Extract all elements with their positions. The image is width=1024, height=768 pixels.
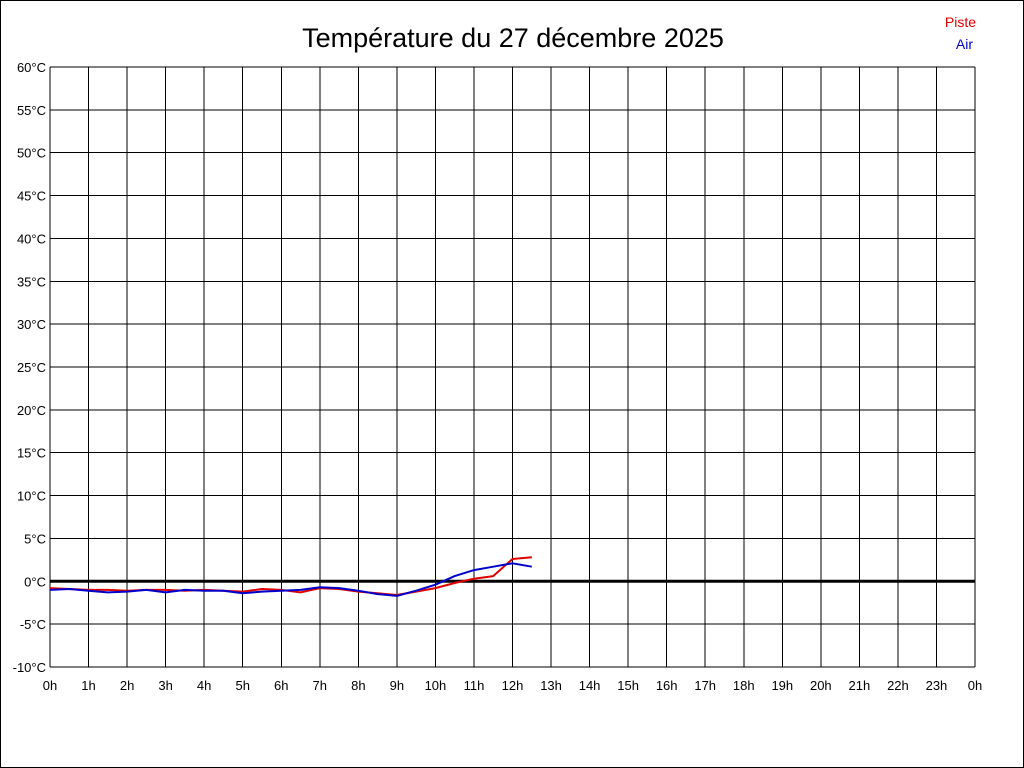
y-tick-label: 0°C bbox=[24, 574, 46, 589]
x-tick-label: 7h bbox=[313, 678, 327, 693]
y-tick-label: 5°C bbox=[24, 531, 46, 546]
y-tick-label: 50°C bbox=[17, 146, 46, 161]
x-tick-label: 5h bbox=[235, 678, 249, 693]
x-tick-label: 12h bbox=[502, 678, 524, 693]
y-tick-label: 35°C bbox=[17, 274, 46, 289]
series-lines bbox=[49, 556, 532, 597]
y-axis-tick-labels: 60°C 55°C 50°C 45°C 40°C 35°C 30°C 25°C 20°C 15°C… bbox=[13, 60, 46, 675]
y-tick-label: 40°C bbox=[17, 231, 46, 246]
x-tick-label: 3h bbox=[158, 678, 172, 693]
y-tick-label: 55°C bbox=[17, 103, 46, 118]
x-axis-tick-labels: 0h 1h 2h 3h 4h 5h 6h 7h 8h 9h 10h 11h 12h 13h 14h 15h 16… bbox=[43, 678, 982, 693]
x-tick-label: 16h bbox=[656, 678, 678, 693]
x-tick-label: 11h bbox=[464, 678, 485, 693]
x-tick-label: 13h bbox=[540, 678, 562, 693]
y-tick-label: 60°C bbox=[17, 60, 46, 75]
x-tick-label: 2h bbox=[120, 678, 134, 693]
x-tick-label: 22h bbox=[887, 678, 909, 693]
x-tick-label: 1h bbox=[81, 678, 95, 693]
y-tick-label: 15°C bbox=[17, 446, 46, 461]
x-tick-label: 17h bbox=[694, 678, 716, 693]
y-tick-label: -10°C bbox=[13, 660, 46, 675]
y-tick-label: -5°C bbox=[20, 617, 46, 632]
x-tick-label: 23h bbox=[926, 678, 948, 693]
x-tick-label: 0h bbox=[968, 678, 982, 693]
x-tick-label: 18h bbox=[733, 678, 755, 693]
x-tick-label: 0h bbox=[43, 678, 57, 693]
legend-entry-air: Air bbox=[956, 36, 973, 52]
x-tick-label: 21h bbox=[849, 678, 871, 693]
y-tick-label: 10°C bbox=[17, 489, 46, 504]
legend-entry-piste: Piste bbox=[945, 14, 976, 30]
x-tick-label: 20h bbox=[810, 678, 832, 693]
x-tick-label: 10h bbox=[425, 678, 447, 693]
x-tick-label: 14h bbox=[579, 678, 601, 693]
x-tick-label: 4h bbox=[197, 678, 211, 693]
grid bbox=[49, 66, 976, 668]
y-tick-label: 25°C bbox=[17, 360, 46, 375]
series-line-air bbox=[49, 562, 532, 597]
x-tick-label: 19h bbox=[771, 678, 793, 693]
y-tick-label: 30°C bbox=[17, 317, 46, 332]
x-tick-label: 15h bbox=[617, 678, 639, 693]
x-tick-label: 8h bbox=[351, 678, 365, 693]
x-tick-label: 9h bbox=[390, 678, 404, 693]
chart-title: Température du 27 décembre 2025 bbox=[302, 23, 724, 53]
legend: Piste Air bbox=[945, 14, 976, 52]
y-tick-label: 20°C bbox=[17, 403, 46, 418]
x-tick-label: 6h bbox=[274, 678, 288, 693]
y-tick-label: 45°C bbox=[17, 189, 46, 204]
